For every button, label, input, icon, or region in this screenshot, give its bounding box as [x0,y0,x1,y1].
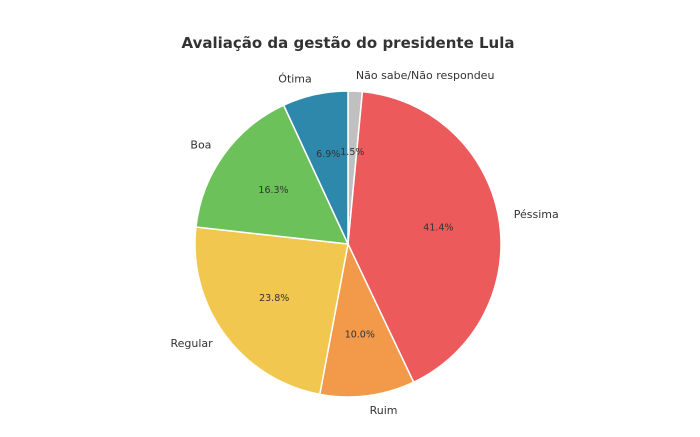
slice-pessima [347,90,502,384]
slice-ruim [318,241,415,398]
slice-boa [195,104,350,245]
pie-labels: Não sabe/Não respondeu 1.5% Péssima 41.4% Ru… [170,69,558,417]
slice-label-nao-sabe-nao-respondeu: Não sabe/Não respondeu [356,69,495,82]
slice-label-otima: Ótima [278,73,311,86]
slice-pct-regular: 23.8% [259,293,289,304]
slice-label-ruim: Ruim [370,404,398,417]
slice-label-regular: Regular [170,337,213,350]
chart-title: Avaliação da gestão do presidente Lula [182,34,515,52]
slice-otima [282,90,349,245]
slice-label-pessima: Péssima [514,208,559,221]
pie-slices [194,90,502,398]
slice-pct-otima: 6.9% [316,149,340,160]
slice-regular [194,226,349,396]
slice-pct-ruim: 10.0% [345,330,375,341]
slice-pct-nao-sabe-nao-respondeu: 1.5% [340,147,364,158]
slice-pct-pessima: 41.4% [423,223,453,234]
slice-pct-boa: 16.3% [258,185,288,196]
slice-label-boa: Boa [190,139,211,152]
